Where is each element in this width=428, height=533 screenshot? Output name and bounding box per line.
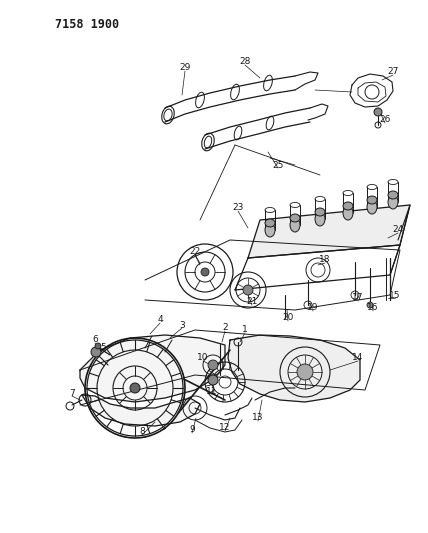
Text: 1: 1 — [242, 326, 248, 335]
Ellipse shape — [265, 219, 275, 227]
Circle shape — [201, 268, 209, 276]
Text: 23: 23 — [232, 204, 244, 213]
Text: 27: 27 — [387, 68, 399, 77]
Polygon shape — [82, 395, 200, 426]
Text: 22: 22 — [189, 247, 201, 256]
Text: 14: 14 — [352, 353, 364, 362]
Ellipse shape — [388, 191, 398, 199]
Circle shape — [374, 108, 382, 116]
Text: 24: 24 — [392, 225, 404, 235]
Text: 12: 12 — [219, 424, 231, 432]
Text: 6: 6 — [92, 335, 98, 344]
Ellipse shape — [388, 195, 398, 209]
Ellipse shape — [265, 223, 275, 237]
Text: 28: 28 — [239, 58, 251, 67]
Ellipse shape — [367, 196, 377, 204]
Text: 10: 10 — [197, 353, 209, 362]
Polygon shape — [248, 205, 410, 258]
Ellipse shape — [315, 208, 325, 216]
Text: 4: 4 — [157, 316, 163, 325]
Polygon shape — [80, 335, 225, 402]
Circle shape — [297, 364, 313, 380]
Text: 25: 25 — [272, 160, 284, 169]
Ellipse shape — [367, 200, 377, 214]
Text: 18: 18 — [319, 255, 331, 264]
Text: 26: 26 — [379, 116, 391, 125]
Circle shape — [243, 285, 253, 295]
Circle shape — [208, 375, 218, 385]
Circle shape — [130, 383, 140, 393]
Text: 17: 17 — [352, 294, 364, 303]
Ellipse shape — [315, 212, 325, 226]
Text: 5: 5 — [100, 343, 106, 352]
Ellipse shape — [290, 218, 300, 232]
Polygon shape — [228, 335, 360, 402]
Text: 13: 13 — [252, 414, 264, 423]
Text: 2: 2 — [222, 324, 228, 333]
Ellipse shape — [343, 206, 353, 220]
Text: 8: 8 — [139, 427, 145, 437]
Text: 7: 7 — [69, 389, 75, 398]
Text: 15: 15 — [389, 290, 401, 300]
Text: 20: 20 — [282, 313, 294, 322]
Text: 11: 11 — [206, 387, 218, 397]
Circle shape — [95, 343, 101, 349]
Text: 3: 3 — [179, 320, 185, 329]
Ellipse shape — [290, 214, 300, 222]
Circle shape — [208, 360, 218, 370]
Circle shape — [367, 302, 373, 308]
Text: 29: 29 — [179, 63, 191, 72]
Text: 16: 16 — [367, 303, 379, 312]
Ellipse shape — [343, 202, 353, 210]
Text: 21: 21 — [246, 297, 258, 306]
Text: 7158 1900: 7158 1900 — [55, 18, 119, 31]
Text: 19: 19 — [307, 303, 319, 312]
Circle shape — [91, 347, 101, 357]
Text: 9: 9 — [189, 425, 195, 434]
